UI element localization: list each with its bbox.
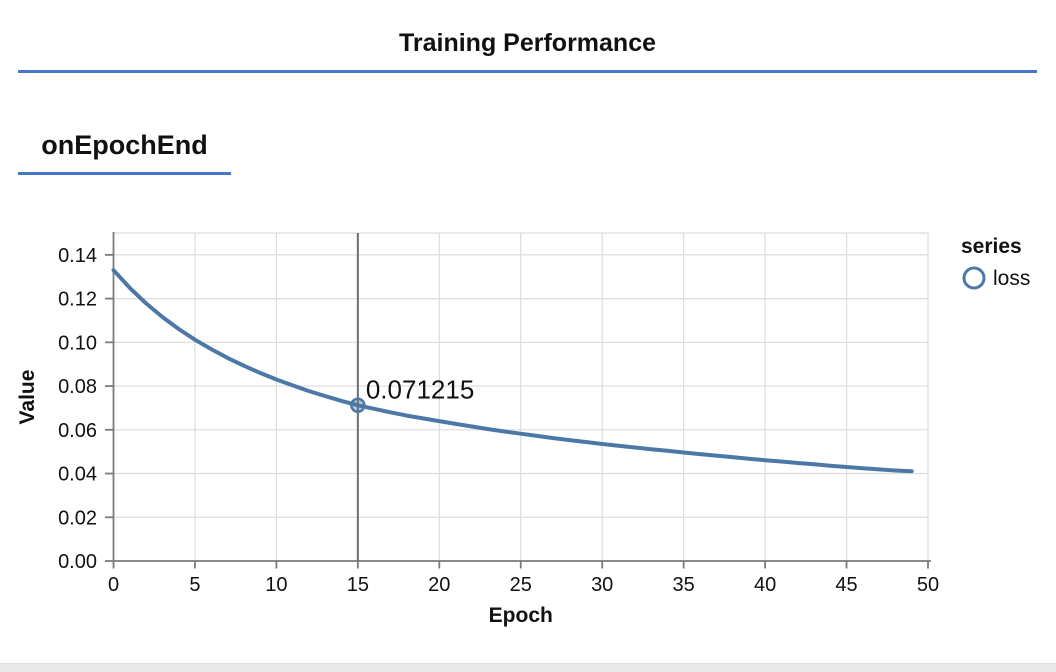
tooltip-value: 0.071215 [366,374,474,404]
x-tick-label: 5 [189,574,200,596]
x-tick-label: 50 [917,574,939,596]
page-bottom-divider [0,663,1056,672]
x-tick-label: 15 [347,574,369,596]
x-tick-label: 35 [673,574,695,596]
x-tick-label: 40 [754,574,776,596]
x-axis-title: Epoch [489,604,553,627]
y-tick-label: 0.04 [58,464,97,486]
x-tick-label: 30 [591,574,613,596]
tick-labels: 0 5 10 15 20 25 30 35 40 45 50 0.00 0.02 0.04 0.06 0.08… [58,245,939,596]
y-tick-label: 0.08 [58,376,97,398]
hover-point-marker [350,397,366,414]
axes [105,232,931,569]
y-tick-label: 0.00 [58,551,97,573]
y-tick-label: 0.02 [58,507,97,529]
legend: series loss [961,235,1030,290]
legend-title: series [961,235,1022,258]
gridlines [112,232,929,562]
legend-label-loss: loss [993,267,1030,290]
legend-symbol-loss-icon [962,266,986,290]
page-title: Training Performance [18,27,1037,73]
y-tick-label: 0.12 [58,289,97,311]
y-tick-label: 0.14 [58,245,97,267]
y-tick-label: 0.06 [58,420,97,442]
x-tick-label: 10 [265,574,287,596]
loss-curve [111,268,914,474]
x-tick-label: 0 [108,574,119,596]
y-axis-title: Value [16,370,39,425]
x-tick-label: 45 [835,574,857,596]
x-tick-label: 20 [428,574,450,596]
section-label: onEpochEnd [18,129,231,175]
x-tick-label: 25 [510,574,532,596]
y-tick-label: 0.10 [58,332,97,354]
